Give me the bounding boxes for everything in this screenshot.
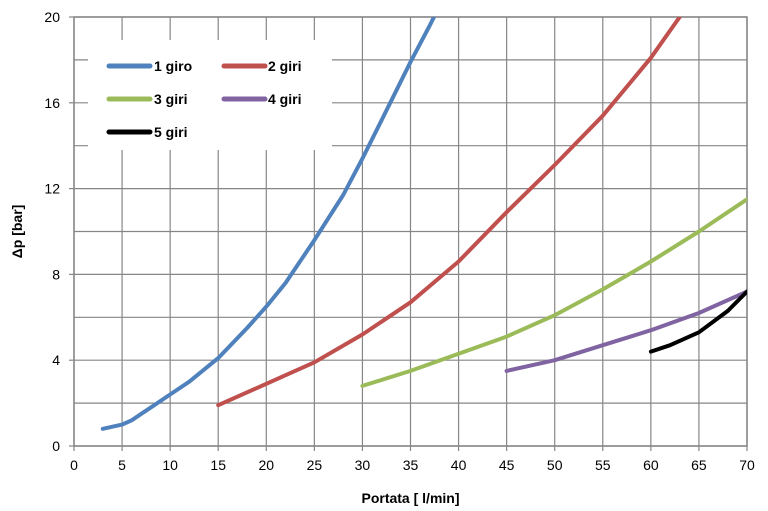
x-axis-label: Portata [ l/min]	[361, 490, 459, 506]
x-tick-label: 40	[451, 457, 467, 473]
legend-label: 3 giri	[154, 91, 187, 107]
y-tick-label: 12	[44, 181, 60, 197]
series-line-2	[216, 17, 682, 408]
y-axis-label: Δp [bar]	[9, 205, 25, 259]
x-tick-label: 15	[210, 457, 226, 473]
x-tick-label: 20	[258, 457, 274, 473]
series-line-4	[504, 289, 747, 373]
x-tick-label: 65	[691, 457, 707, 473]
x-tick-label: 10	[162, 457, 178, 473]
y-tick-label: 8	[52, 266, 60, 282]
y-tick-label: 4	[52, 352, 60, 368]
x-tick-label: 55	[595, 457, 611, 473]
x-tick-label: 30	[355, 457, 371, 473]
legend: 1 giro 2 giri 3 giri 4 giri 5 giri	[88, 40, 332, 150]
y-tick-label: 16	[44, 95, 60, 111]
x-tick-label: 5	[118, 457, 126, 473]
series-line-1	[100, 17, 437, 431]
series-line-5	[648, 289, 747, 354]
x-tick-label: 60	[643, 457, 659, 473]
legend-label: 5 giri	[154, 124, 187, 140]
x-tick-label: 25	[307, 457, 323, 473]
x-tick-label: 45	[499, 457, 515, 473]
legend-label: 2 giri	[268, 58, 301, 74]
x-tick-label: 0	[70, 457, 78, 473]
series-line-3	[360, 197, 747, 388]
x-tick-label: 70	[739, 457, 755, 473]
x-tick-label: 35	[403, 457, 419, 473]
legend-label: 4 giri	[268, 91, 301, 107]
y-tick-label: 20	[44, 9, 60, 25]
axes: 0 5 10 15 20 25 30 35 40 45 50 55 60 65 70 0 4 8 12 16 20	[44, 9, 755, 473]
x-tick-label: 50	[547, 457, 563, 473]
y-tick-label: 0	[52, 438, 60, 454]
series-layer	[100, 17, 747, 431]
legend-label: 1 giro	[154, 58, 192, 74]
